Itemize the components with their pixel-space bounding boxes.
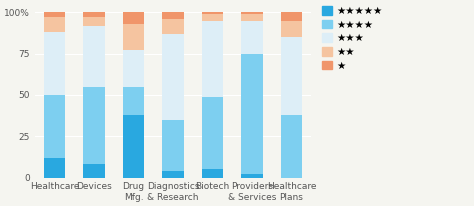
Bar (44, 12, 65, 17)
Bar (44, 17, 65, 32)
Bar (83, 26, 105, 87)
Bar (44, 158, 65, 178)
Legend: ★★★★★, ★★★★, ★★★, ★★, ★: ★★★★★, ★★★★, ★★★, ★★, ★ (322, 6, 383, 70)
Bar (201, 21, 223, 97)
Bar (201, 97, 223, 169)
Bar (123, 115, 145, 178)
Bar (281, 115, 302, 178)
Bar (83, 87, 105, 164)
Bar (201, 169, 223, 178)
Bar (201, 12, 223, 14)
Bar (162, 12, 184, 19)
Bar (241, 54, 263, 174)
Bar (44, 32, 65, 95)
Bar (44, 95, 65, 158)
Bar (241, 174, 263, 178)
Bar (162, 34, 184, 120)
Bar (201, 14, 223, 21)
Bar (162, 171, 184, 178)
Bar (123, 12, 145, 24)
Bar (241, 12, 263, 14)
Bar (162, 19, 184, 34)
Bar (123, 24, 145, 50)
Bar (83, 164, 105, 178)
Bar (123, 50, 145, 87)
Bar (83, 12, 105, 17)
Bar (83, 17, 105, 26)
Bar (123, 87, 145, 115)
Bar (241, 21, 263, 54)
Bar (281, 37, 302, 115)
Bar (241, 14, 263, 21)
Bar (162, 120, 184, 171)
Bar (281, 21, 302, 37)
Bar (281, 12, 302, 21)
